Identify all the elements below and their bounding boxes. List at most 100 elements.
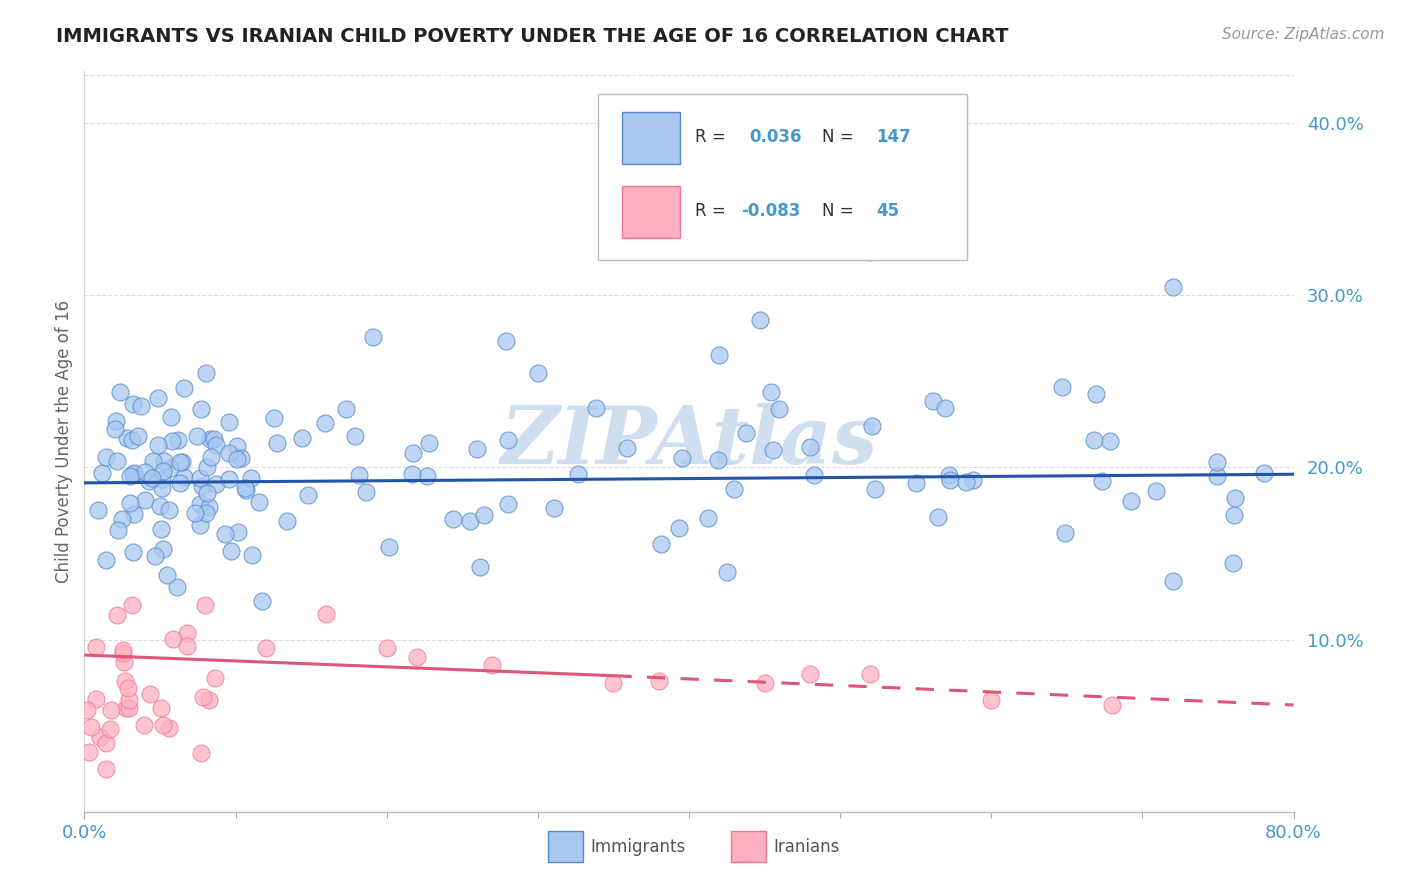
Point — [156, 568, 179, 582]
Point — [671, 450, 693, 465]
Point — [543, 501, 565, 516]
Point — [441, 512, 464, 526]
Point — [94, 735, 117, 749]
Point — [104, 422, 127, 436]
Point — [149, 499, 172, 513]
Point — [1101, 698, 1123, 712]
Point — [205, 477, 228, 491]
Point — [152, 718, 174, 732]
Point — [401, 467, 423, 482]
Point — [927, 509, 949, 524]
Point — [602, 675, 624, 690]
Point — [650, 537, 672, 551]
Point — [291, 431, 314, 445]
Point — [962, 473, 984, 487]
Text: N =: N = — [823, 128, 853, 145]
Point — [1161, 279, 1184, 293]
Point — [79, 745, 101, 759]
Point — [648, 673, 671, 688]
Point — [122, 467, 145, 481]
Point — [214, 527, 236, 541]
Point — [134, 718, 156, 732]
Point — [266, 436, 288, 450]
Point — [76, 703, 98, 717]
Point — [472, 508, 495, 522]
Text: R =: R = — [695, 128, 725, 145]
Point — [1223, 491, 1246, 505]
Text: IMMIGRANTS VS IRANIAN CHILD POVERTY UNDER THE AGE OF 16 CORRELATION CHART: IMMIGRANTS VS IRANIAN CHILD POVERTY UNDE… — [56, 27, 1008, 45]
Point — [218, 446, 240, 460]
Point — [1121, 494, 1143, 508]
Point — [120, 469, 142, 483]
Point — [121, 433, 143, 447]
Point — [723, 482, 745, 496]
Point — [252, 593, 274, 607]
Point — [938, 467, 960, 482]
Point — [190, 402, 212, 417]
Point — [111, 512, 134, 526]
Point — [176, 625, 198, 640]
Point — [195, 485, 218, 500]
Point — [186, 429, 208, 443]
Point — [134, 465, 156, 479]
Point — [1084, 387, 1107, 401]
Point — [142, 454, 165, 468]
Point — [172, 454, 194, 468]
Point — [191, 479, 214, 493]
Point — [94, 553, 117, 567]
Point — [194, 366, 217, 380]
Point — [111, 646, 134, 660]
Point — [205, 438, 228, 452]
Point — [297, 488, 319, 502]
Point — [1091, 475, 1114, 489]
Point — [416, 469, 439, 483]
Point — [276, 514, 298, 528]
Point — [226, 451, 249, 466]
Text: Immigrants: Immigrants — [591, 838, 686, 855]
FancyBboxPatch shape — [623, 112, 681, 164]
Point — [354, 484, 377, 499]
Point — [122, 466, 145, 480]
Point — [198, 500, 221, 514]
Point — [859, 245, 882, 260]
Point — [160, 410, 183, 425]
Point — [118, 693, 141, 707]
Point — [173, 381, 195, 395]
Point — [162, 632, 184, 646]
Point — [754, 675, 776, 690]
Point — [157, 502, 180, 516]
Point — [112, 643, 135, 657]
Point — [860, 419, 883, 434]
Point — [495, 334, 517, 348]
Point — [218, 415, 240, 429]
Point — [465, 442, 488, 457]
Point — [1083, 433, 1105, 447]
Point — [696, 510, 718, 524]
Point — [198, 432, 221, 446]
Point — [980, 693, 1002, 707]
Point — [143, 549, 166, 563]
Point — [188, 471, 211, 485]
Point — [418, 436, 440, 450]
Point — [527, 366, 550, 380]
Point — [122, 508, 145, 522]
Point — [150, 472, 173, 486]
Point — [105, 453, 128, 467]
Point — [121, 396, 143, 410]
Point — [129, 400, 152, 414]
Point — [107, 524, 129, 538]
Point — [458, 514, 481, 528]
Point — [1098, 434, 1121, 448]
Point — [1253, 466, 1275, 480]
Point — [194, 506, 217, 520]
Point — [167, 433, 190, 447]
Point — [1161, 574, 1184, 589]
Point — [204, 671, 226, 685]
Point — [315, 607, 337, 621]
Point — [361, 329, 384, 343]
Point — [169, 455, 191, 469]
Point — [749, 312, 772, 326]
Point — [134, 492, 156, 507]
Point — [585, 401, 607, 415]
Point — [343, 429, 366, 443]
